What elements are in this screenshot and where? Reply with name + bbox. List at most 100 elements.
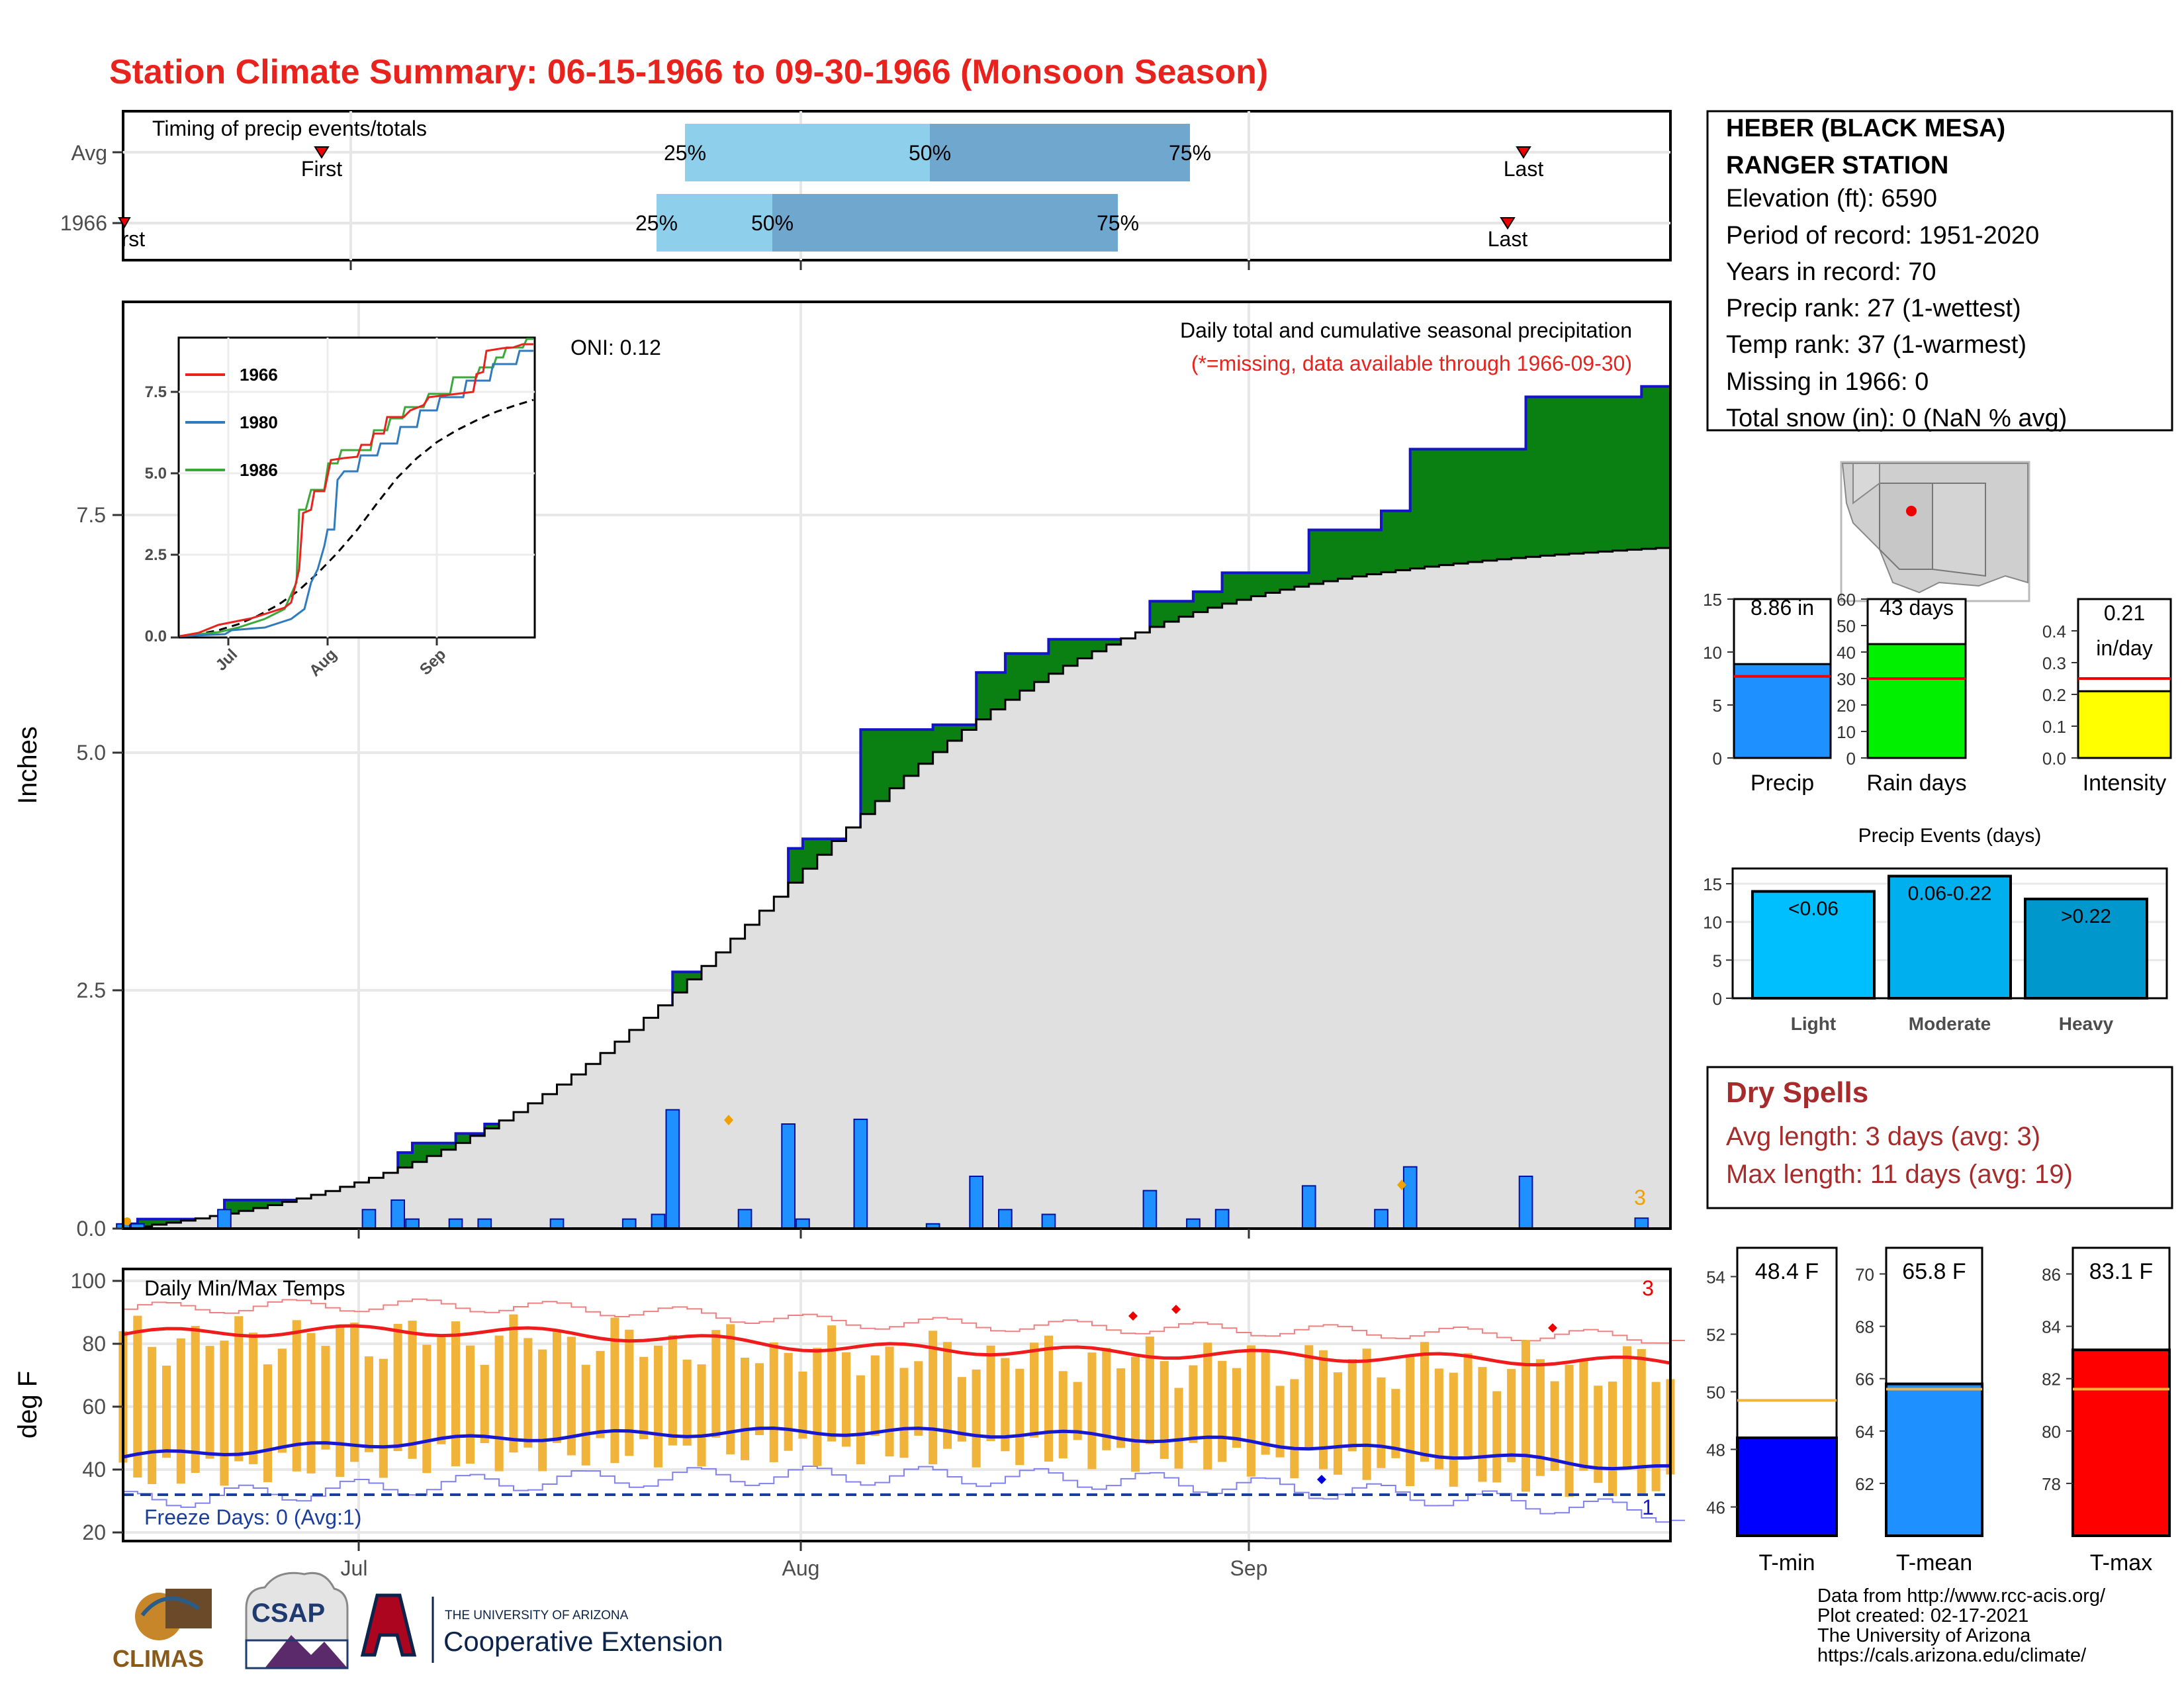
summary-ytick: 50 — [1837, 616, 1856, 636]
inset-1966-line — [179, 343, 533, 637]
station-temp-rank: Temp rank: 37 (1-warmest) — [1726, 331, 2026, 359]
daily-temp-bar — [1565, 1364, 1574, 1497]
temp-summary-ytick: 48 — [1706, 1440, 1725, 1460]
avg-q50-label: 50% — [909, 141, 951, 165]
daily-temp-bar — [885, 1346, 894, 1457]
summary-bar-intensity — [2077, 690, 2172, 759]
daily-temp-bar — [711, 1330, 721, 1438]
temp-ytick: 60 — [82, 1395, 106, 1419]
daily-temp-bar — [726, 1324, 735, 1455]
obs-q50-label: 50% — [751, 211, 794, 235]
daily-temp-bar — [379, 1358, 388, 1478]
daily-temp-bar — [553, 1330, 562, 1443]
daily-temp-bar — [827, 1325, 837, 1442]
obs-q25-q50-bar — [657, 194, 772, 252]
precip-ytick: 0.0 — [77, 1217, 106, 1241]
inset-ytick: 2.5 — [145, 546, 167, 564]
avg-last-marker — [1516, 146, 1531, 159]
precip-corner-count: 3 — [1634, 1186, 1646, 1209]
daily-temp-bar — [1275, 1385, 1285, 1458]
cumulative-average-area — [122, 547, 1672, 1230]
daily-temp-bar — [1362, 1348, 1371, 1480]
daily-precip-bar — [1634, 1217, 1649, 1229]
temp-summary-ytick: 82 — [2042, 1370, 2061, 1389]
summary-bar-label: Precip — [1751, 771, 1814, 796]
daily-temp-bar — [393, 1323, 402, 1452]
daily-precip-bar — [448, 1218, 463, 1229]
daily-temp-bar — [1637, 1349, 1646, 1495]
daily-temp-bar — [754, 1363, 764, 1435]
daily-temp-bar — [697, 1364, 706, 1467]
event-category-label: Moderate — [1909, 1013, 1991, 1034]
daily-temp-bar — [1116, 1368, 1126, 1448]
locator-map — [1840, 461, 2030, 602]
daily-temp-bar — [422, 1344, 432, 1474]
avg-last-label: Last — [1504, 157, 1544, 181]
inset-1986-line — [179, 338, 533, 637]
daily-temp-bar — [1377, 1377, 1386, 1468]
record-marker — [724, 1115, 733, 1125]
summary-bar-label: Intensity — [2083, 771, 2167, 796]
daily-precip-bar — [1518, 1176, 1533, 1229]
temp-corner-bottom: 1 — [1642, 1495, 1654, 1519]
daily-temp-bar — [205, 1346, 214, 1459]
freeze-days-label: Freeze Days: 0 (Avg:1) — [144, 1505, 361, 1529]
avg-q25-q50-bar — [685, 124, 930, 181]
daily-temp-bar — [1333, 1372, 1342, 1475]
daily-precip-bar — [853, 1118, 868, 1230]
daily-temp-bar — [1535, 1359, 1545, 1476]
event-bar-light — [1751, 890, 1876, 1000]
daily-temp-bar — [581, 1364, 590, 1466]
ua-big-text: Cooperative Extension — [443, 1626, 723, 1657]
summary-ytick: 0.4 — [2042, 622, 2066, 641]
daily-temp-bar — [1319, 1350, 1328, 1470]
credit-url: https://cals.arizona.edu/climate/ — [1817, 1645, 2087, 1666]
daily-temp-bar — [610, 1317, 619, 1464]
temp-panel: Daily Min/Max Temps Freeze Days: 0 (Avg:… — [13, 1268, 1685, 1580]
daily-temp-bar — [1160, 1361, 1169, 1459]
daily-temp-bar — [929, 1331, 938, 1464]
summary-ytick: 0 — [1846, 749, 1856, 769]
inset-ytick: 0.0 — [145, 628, 167, 645]
daily-temp-bar — [1073, 1382, 1082, 1440]
daily-precip-bar — [651, 1213, 666, 1229]
avg-q25-label: 25% — [664, 141, 706, 165]
obs-first-marker — [118, 217, 131, 229]
temp-summary-ytick: 54 — [1706, 1268, 1725, 1288]
obs-row-label: 1966 — [60, 211, 107, 235]
summary-value-label: 43 days — [1880, 596, 1954, 620]
avg-first-label: First — [301, 157, 342, 181]
inset-legend: 1966 1980 1986 — [185, 365, 278, 480]
daily-precip-bar — [621, 1218, 637, 1229]
csap-logo: CSAP — [245, 1571, 349, 1669]
summary-ytick: 20 — [1837, 696, 1856, 716]
temp-ytick: 100 — [71, 1269, 106, 1293]
daily-temp-bar — [1290, 1379, 1299, 1479]
credit-plot-date: Plot created: 02-17-2021 — [1817, 1605, 2028, 1626]
daily-temp-bar — [321, 1346, 330, 1450]
daily-temp-bar — [1015, 1368, 1024, 1466]
daily-temp-bar — [350, 1323, 359, 1462]
temp-ytick: 20 — [82, 1521, 106, 1544]
event-value-label: >0.22 — [2061, 906, 2111, 927]
daily-temp-bar — [625, 1329, 634, 1456]
summary-ytick: 0 — [1713, 749, 1722, 769]
daily-temp-bar — [1449, 1372, 1458, 1487]
daily-temp-bar — [263, 1364, 272, 1483]
daily-temp-bar — [596, 1350, 605, 1438]
record-min-step-line — [123, 1466, 1685, 1523]
summary-value-label: 0.21 — [2104, 601, 2145, 625]
figure-title: Station Climate Summary: 06-15-1966 to 0… — [109, 53, 1268, 91]
daily-temp-bar — [1622, 1346, 1631, 1470]
temp-summary-ytick: 62 — [1855, 1474, 1874, 1494]
daily-precip-bar — [781, 1123, 796, 1229]
summary-ytick: 0.3 — [2042, 653, 2066, 673]
temp-summary-ytick: 68 — [1855, 1317, 1874, 1337]
daily-temp-bar — [769, 1342, 778, 1462]
daily-temp-bar — [1203, 1342, 1212, 1470]
event-bar-moderate — [1888, 874, 2012, 1000]
daily-temp-bar — [277, 1348, 287, 1453]
station-precip-rank: Precip rank: 27 (1-wettest) — [1726, 295, 2021, 322]
daily-precip-bar — [1186, 1218, 1201, 1229]
avg-q75-label: 75% — [1169, 141, 1211, 165]
